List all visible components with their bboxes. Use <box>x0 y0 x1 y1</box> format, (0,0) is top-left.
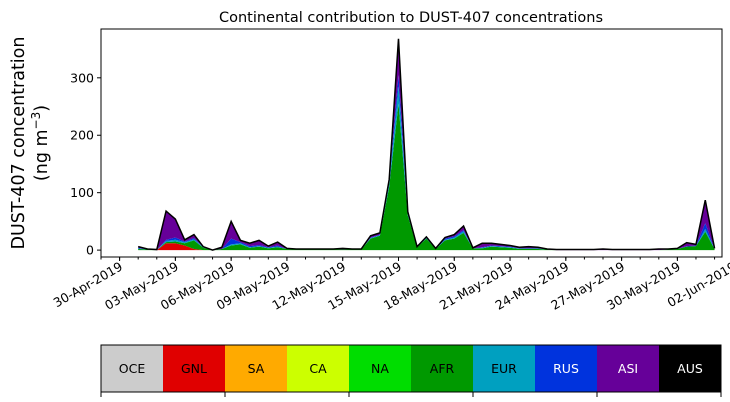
y-tick-label: 200 <box>70 128 94 143</box>
y-axis-label-line1: DUST-407 concentration <box>9 37 29 250</box>
y-axis-unit-prefix: (ng m <box>32 129 52 181</box>
legend-label: AUS <box>677 361 703 376</box>
legend-swatch-aus <box>659 345 722 392</box>
legend-label: AFR <box>430 361 455 376</box>
legend-swatch-eur <box>473 345 536 392</box>
plot-frame <box>100 28 723 258</box>
legend-label: CA <box>309 361 327 376</box>
legend-swatch-afr <box>411 345 474 392</box>
legend-label: SA <box>248 361 265 376</box>
y-axis-label: DUST-407 concentration (ng m−3) <box>9 37 52 250</box>
y-axis-label-unit: (ng m−3) <box>29 105 52 181</box>
legend-label: OCE <box>119 361 146 376</box>
y-axis-unit-suffix: ) <box>32 105 52 112</box>
legend-swatch-oce <box>101 345 164 392</box>
legend-label: EUR <box>491 361 517 376</box>
legend-label: RUS <box>553 361 579 376</box>
y-axis-unit-exponent: −3 <box>29 112 43 130</box>
y-tick-label: 0 <box>86 243 94 258</box>
y-axis: 0 100 200 300 <box>70 70 101 258</box>
legend-swatch-asi <box>597 345 660 392</box>
legend-swatch-sa <box>225 345 288 392</box>
total-line <box>138 38 716 251</box>
legend-swatch-na <box>349 345 412 392</box>
legend-label: GNL <box>181 361 207 376</box>
legend-frame <box>100 344 722 393</box>
area-gnl <box>138 243 715 251</box>
y-tick-label: 300 <box>70 70 94 85</box>
legend-label: NA <box>371 361 389 376</box>
legend-swatch-ca <box>287 345 350 392</box>
y-tick-label: 100 <box>70 185 94 200</box>
legend-colorbar: OCE GNL SA CA NA AFR EUR RUS ASI AUS <box>100 344 722 397</box>
legend-label: ASI <box>618 361 638 376</box>
plot-area <box>138 38 716 251</box>
chart-title: Continental contribution to DUST-407 con… <box>219 10 603 26</box>
legend-swatch-gnl <box>163 345 226 392</box>
legend-swatch-rus <box>535 345 598 392</box>
